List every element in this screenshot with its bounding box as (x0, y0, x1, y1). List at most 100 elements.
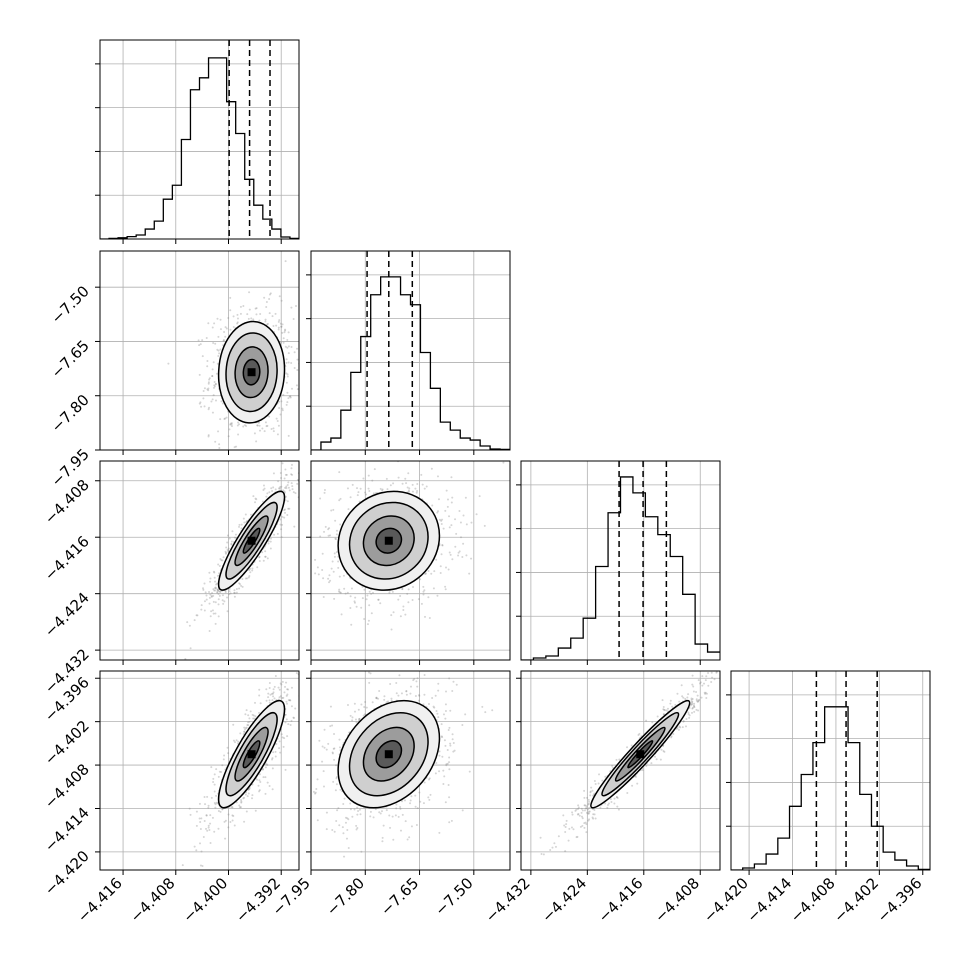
scatter-point (224, 819, 227, 822)
scatter-point (399, 807, 402, 810)
scatter-point (240, 523, 243, 526)
scatter-point (613, 802, 616, 805)
scatter-point (275, 743, 278, 746)
scatter-point (663, 708, 666, 711)
scatter-point (478, 495, 481, 498)
scatter-point (436, 594, 439, 597)
scatter-point (343, 587, 346, 590)
scatter-point (214, 803, 217, 806)
scatter-point (404, 820, 407, 823)
scatter-point (445, 566, 448, 569)
scatter-point (284, 468, 287, 471)
scatter-point (330, 567, 333, 570)
panel-2-2 (516, 460, 721, 665)
scatter-point (432, 705, 435, 708)
scatter-point (285, 473, 288, 476)
scatter-point (281, 736, 284, 739)
scatter-point (221, 559, 224, 562)
scatter-point (296, 369, 299, 372)
scatter-point (280, 528, 283, 531)
scatter-point (208, 828, 211, 831)
scatter-point (449, 744, 452, 747)
scatter-point (277, 480, 280, 483)
scatter-point (217, 598, 220, 601)
scatter-point (576, 835, 579, 838)
scatter-point (287, 352, 290, 355)
scatter-point (254, 809, 257, 812)
scatter-point (218, 594, 221, 597)
scatter-point (284, 721, 287, 724)
scatter-point (286, 500, 289, 503)
scatter-point (264, 550, 267, 553)
scatter-point (416, 482, 419, 485)
scatter-point (687, 693, 690, 696)
scatter-point (347, 818, 350, 821)
density-peak (247, 750, 256, 759)
scatter-point (449, 553, 452, 556)
scatter-point (454, 518, 457, 521)
scatter-point (423, 615, 426, 618)
scatter-point (207, 387, 210, 390)
scatter-point (226, 746, 229, 749)
scatter-point (405, 693, 408, 696)
scatter-point (338, 499, 341, 502)
scatter-point (214, 587, 217, 590)
scatter-point (265, 688, 268, 691)
scatter-point (247, 792, 250, 795)
scatter-point (263, 296, 266, 299)
scatter-point (268, 491, 271, 494)
scatter-point (273, 697, 276, 700)
scatter-point (284, 473, 287, 476)
scatter-point (274, 750, 277, 753)
scatter-point (430, 446, 432, 448)
scatter-point (448, 677, 451, 680)
scatter-point (258, 790, 261, 793)
scatter-point (394, 814, 397, 817)
scatter-point (316, 778, 319, 781)
scatter-point (330, 509, 333, 512)
scatter-point (262, 488, 265, 491)
scatter-point (440, 553, 443, 556)
scatter-point (404, 613, 407, 616)
scatter-point (445, 764, 448, 767)
scatter-point (334, 538, 337, 541)
scatter-point (344, 821, 347, 824)
scatter-point (207, 824, 210, 827)
scatter-point (215, 587, 218, 590)
scatter-point (418, 791, 421, 794)
scatter-point (443, 739, 446, 742)
scatter-point (211, 326, 214, 329)
scatter-point (264, 555, 267, 558)
scatter-point (325, 811, 328, 814)
scatter-point (285, 381, 288, 384)
scatter-point (441, 544, 444, 547)
scatter-point (238, 423, 241, 426)
scatter-point (218, 565, 221, 568)
scatter-point (409, 799, 412, 802)
scatter-point (416, 677, 419, 680)
scatter-point (445, 763, 448, 766)
scatter-point (447, 784, 450, 787)
scatter-point (272, 695, 275, 698)
scatter-point (333, 555, 336, 558)
scatter-point (244, 577, 247, 580)
scatter-point (202, 587, 205, 590)
scatter-point (228, 428, 231, 431)
scatter-point (216, 582, 219, 585)
contour-line (362, 726, 415, 782)
scatter-point (465, 523, 468, 526)
scatter-point (258, 773, 261, 776)
scatter-point (355, 605, 358, 608)
scatter-point (272, 751, 275, 754)
scatter-point (401, 587, 404, 590)
scatter-point (239, 583, 242, 586)
scatter-point (431, 696, 434, 699)
scatter-point (221, 808, 224, 811)
scatter-point (370, 592, 373, 595)
scatter-point (200, 608, 203, 611)
scatter-point (279, 464, 281, 466)
scatter-point (409, 692, 412, 695)
scatter-point (314, 558, 317, 561)
scatter-point (210, 594, 213, 597)
